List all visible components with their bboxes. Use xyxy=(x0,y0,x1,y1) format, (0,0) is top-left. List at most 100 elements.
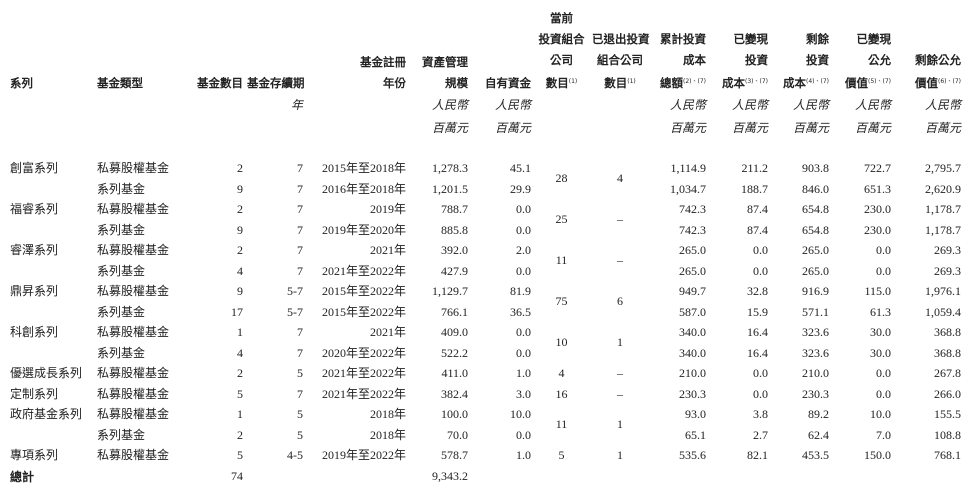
cell: 1.0 xyxy=(516,366,531,380)
column-header: 基金註冊 年份 xyxy=(305,8,408,94)
cell: 2,795.7 xyxy=(925,161,961,175)
unit: 人民幣 xyxy=(494,98,531,112)
column-header: 資產管理 規模 xyxy=(408,8,470,94)
cell xyxy=(533,466,590,488)
cell xyxy=(770,466,831,488)
column-header: 已變現 投資 成本(3)、(7) xyxy=(708,8,770,94)
cell: 2021年 xyxy=(369,325,406,339)
cell: 私募股權基金 xyxy=(97,325,170,339)
cell: 29.9 xyxy=(510,181,531,196)
total-fund-count: 74 xyxy=(231,469,243,483)
cell: 0.0 xyxy=(516,325,531,339)
cell: 5 xyxy=(297,407,303,421)
cell: 535.6 xyxy=(679,448,706,462)
cell: 32.8 xyxy=(747,284,768,298)
cell: 7 xyxy=(297,243,303,257)
cell: 269.3 xyxy=(934,263,961,278)
cell: 70.0 xyxy=(447,427,468,442)
cell: 210.0 xyxy=(802,366,829,380)
cell: 2015年至2018年 xyxy=(321,161,406,175)
unit: 百萬元 xyxy=(494,121,531,135)
header-line: 累計投資 xyxy=(660,32,706,46)
series-name xyxy=(8,302,95,323)
fund-table: 系列 基金類型 基金數目 基金存續期 基金註冊 年份 資產管理 規模 自有資金 當前 投資組合 公司數… xyxy=(8,8,963,488)
cell: 323.6 xyxy=(802,345,829,360)
data-row: 系列基金 9 7 2016年至2018年 1,201.5 29.9 1,034.7 188.7… xyxy=(8,179,963,200)
cell: 2021年至2022年 xyxy=(321,386,406,401)
cell: 87.4 xyxy=(747,202,768,216)
cell: 210.0 xyxy=(679,366,706,380)
exited-count: – xyxy=(617,253,623,268)
series-name: 睿澤系列 xyxy=(10,243,59,257)
exited-count: – xyxy=(617,212,623,227)
unit: 人民幣 xyxy=(854,98,891,112)
cell: 265.0 xyxy=(679,263,706,278)
cell: 766.1 xyxy=(441,304,468,319)
series-name: 定制系列 xyxy=(10,386,59,401)
current-count: 4 xyxy=(558,366,565,380)
cell: 846.0 xyxy=(802,181,829,196)
cell: 0.0 xyxy=(876,243,891,257)
cell xyxy=(831,466,893,488)
header-line: 數目 xyxy=(545,76,569,90)
cell: 7 xyxy=(297,325,303,339)
cell: 2021年 xyxy=(369,243,406,257)
cell: 230.3 xyxy=(679,386,706,401)
cell: 62.4 xyxy=(808,427,829,442)
total-row: 總計 74 9,343.2 xyxy=(8,466,963,488)
cell xyxy=(708,466,770,488)
cell: 427.9 xyxy=(441,263,468,278)
current-count: 28 xyxy=(555,171,568,186)
cell: 1,034.7 xyxy=(670,181,706,196)
cell: 265.0 xyxy=(802,263,829,278)
cell: 266.0 xyxy=(934,386,961,401)
cell: 9 xyxy=(237,222,243,237)
data-row: 系列基金 2 5 2018年 70.0 0.0 65.1 2.7 62.4 7.0 108.8 xyxy=(8,425,963,446)
cell: 系列基金 xyxy=(97,345,146,360)
cell: 265.0 xyxy=(679,243,706,257)
unit: 人民幣 xyxy=(731,98,768,112)
cell: 30.0 xyxy=(870,345,891,360)
cell: 17 xyxy=(231,304,243,319)
unit: 人民幣 xyxy=(669,98,706,112)
total-aum: 9,343.2 xyxy=(432,469,468,483)
cell: 2019年至2022年 xyxy=(321,448,406,462)
cell: 768.1 xyxy=(934,448,961,462)
cell: 2015年至2022年 xyxy=(321,284,406,298)
cell: 1,178.7 xyxy=(925,222,961,237)
cell: 1,114.9 xyxy=(670,161,706,175)
unit-cell xyxy=(95,94,190,158)
cell xyxy=(95,466,190,488)
cell: 30.0 xyxy=(870,325,891,339)
header-line: 價值 xyxy=(915,76,938,90)
cell: 2 xyxy=(237,427,243,442)
unit-cell: 人民幣 百萬元 xyxy=(770,94,831,158)
header-line: 公司 xyxy=(550,53,573,67)
cell: 2019年 xyxy=(369,202,406,216)
cell: 340.0 xyxy=(679,345,706,360)
cell: 4-5 xyxy=(287,448,303,462)
cell xyxy=(650,466,708,488)
unit-cell xyxy=(533,94,590,158)
cell: 89.2 xyxy=(808,407,829,421)
current-count: 10 xyxy=(555,335,568,350)
data-row: 睿澤系列 私募股權基金 2 7 2021年 392.0 2.0 11 – 265.0 0.0 265.… xyxy=(8,240,963,267)
cell: 0.0 xyxy=(516,202,531,216)
cell: 100.0 xyxy=(441,407,468,421)
current-count: 16 xyxy=(555,386,568,401)
series-name xyxy=(8,261,95,282)
current-count: 11 xyxy=(555,253,568,268)
column-header: 基金數目 xyxy=(190,8,245,94)
cell: 私募股權基金 xyxy=(97,386,170,401)
cell: 0.0 xyxy=(753,263,768,278)
cell: 81.9 xyxy=(510,284,531,298)
cell: 5-7 xyxy=(287,304,303,319)
cell: 368.8 xyxy=(934,325,961,339)
column-header: 已變現 公允 價值(5)、(7) xyxy=(831,8,893,94)
cell xyxy=(590,466,650,488)
cell: 私募股權基金 xyxy=(97,407,170,421)
cell: 9 xyxy=(237,284,243,298)
cell: 7 xyxy=(297,181,303,196)
cell: 3.8 xyxy=(753,407,768,421)
header-line: 已退出投資 xyxy=(592,32,650,46)
